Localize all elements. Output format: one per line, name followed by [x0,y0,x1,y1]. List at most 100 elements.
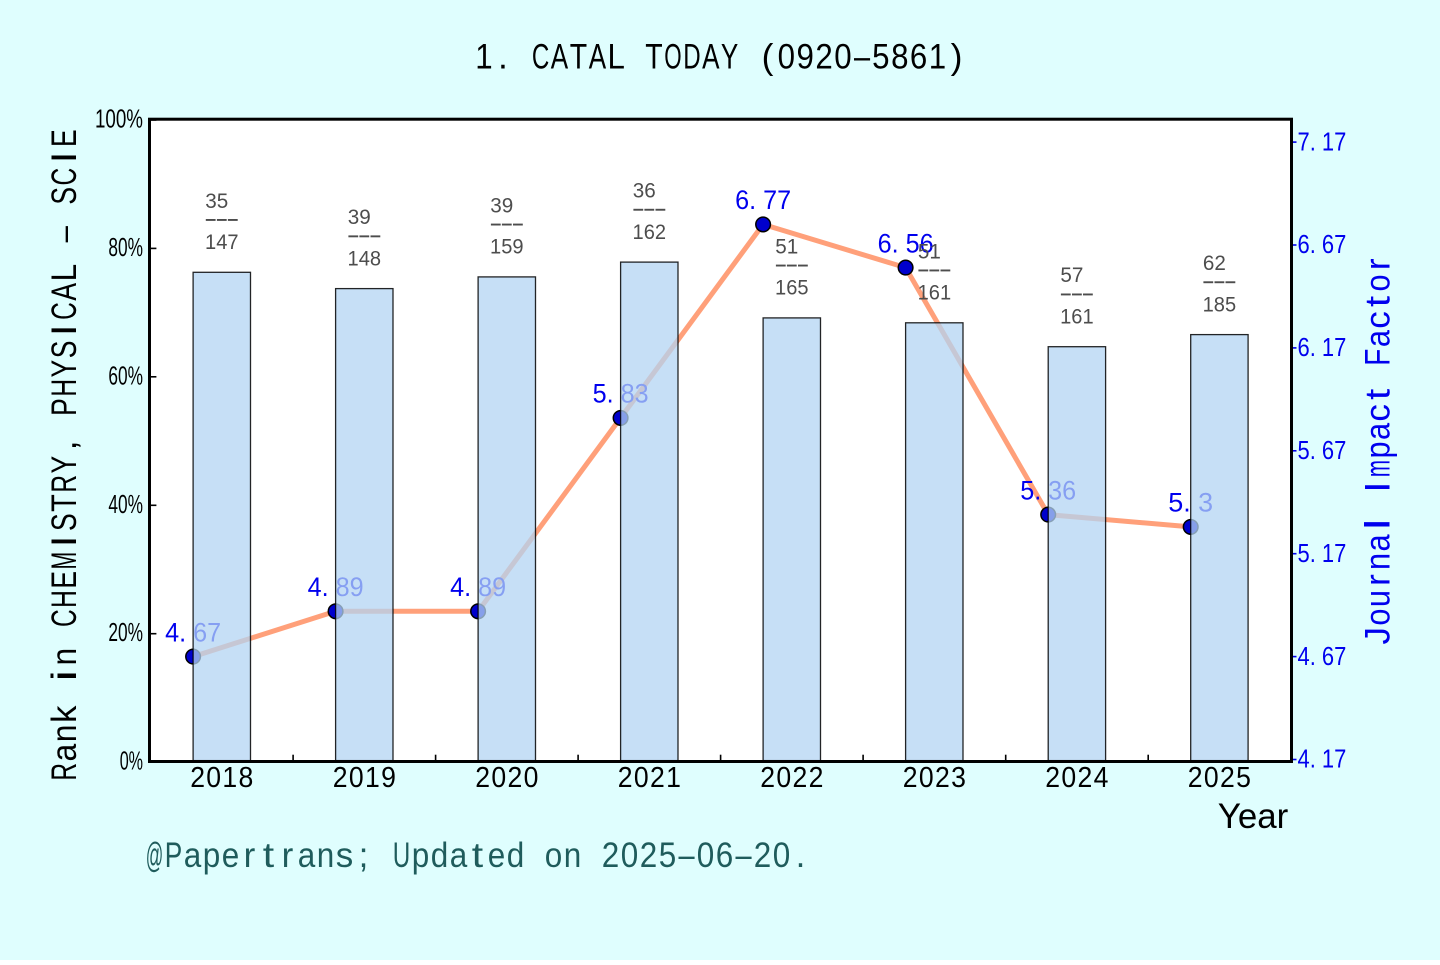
svg-text:t: t [1359,388,1398,399]
svg-text:0%: 0% [120,746,143,776]
svg-text:51: 51 [775,235,798,258]
svg-text:2: 2 [903,762,918,794]
svg-text:0: 0 [773,836,791,875]
svg-text:–: – [45,226,84,243]
svg-text:Y: Y [721,36,738,76]
svg-text:2: 2 [602,836,620,875]
svg-text:3: 3 [951,762,966,794]
svg-text:t: t [263,836,275,875]
svg-text:d: d [431,836,449,875]
svg-text:2: 2 [1045,762,1060,794]
svg-text:u: u [1359,590,1398,607]
svg-text:9: 9 [381,762,396,794]
svg-text:2: 2 [815,36,832,76]
svg-text:S: S [45,341,84,359]
svg-text:0: 0 [524,762,539,794]
svg-text:2: 2 [333,762,348,794]
svg-text:E: E [45,571,84,589]
svg-text:6: 6 [910,36,927,76]
svg-text:l: l [1359,519,1398,530]
svg-text:5. 17: 5. 17 [1298,538,1347,568]
svg-text:5. 67: 5. 67 [1298,435,1347,465]
svg-text:–: – [735,836,752,875]
svg-text:S: S [45,513,84,531]
svg-text:2: 2 [1188,762,1203,794]
svg-text:0: 0 [776,762,791,794]
svg-text:2: 2 [754,836,772,875]
svg-text:2: 2 [650,762,665,794]
svg-text:A: A [551,36,569,76]
svg-text:1: 1 [666,762,681,794]
svg-text:P: P [45,398,84,416]
svg-text:6. 17: 6. 17 [1298,332,1347,362]
svg-text:o: o [545,836,563,875]
svg-text:L: L [45,264,84,282]
svg-text:O: O [664,36,681,76]
svg-text:0: 0 [697,836,715,875]
svg-text:2: 2 [190,762,205,794]
svg-text:147: 147 [205,231,239,254]
svg-text:i: i [45,670,84,682]
svg-text:159: 159 [490,236,524,259]
svg-text:1: 1 [222,762,237,794]
svg-text:n: n [1359,553,1398,570]
svg-text:39: 39 [348,206,371,229]
svg-text:p: p [1359,441,1398,458]
svg-text:I: I [45,152,84,164]
svg-text:5: 5 [1236,762,1251,794]
svg-text:–: – [678,836,695,875]
svg-text:1: 1 [929,36,946,76]
svg-text:T: T [570,36,587,76]
svg-text:80%: 80% [108,232,143,262]
svg-text:2: 2 [640,836,658,875]
svg-text:o: o [1359,274,1398,291]
svg-text:4: 4 [1094,762,1109,794]
svg-text:0: 0 [349,762,364,794]
svg-text:a: a [45,743,84,761]
svg-text:@: @ [146,836,164,875]
svg-text:40%: 40% [108,489,143,519]
svg-text:0: 0 [491,762,506,794]
svg-text:M: M [45,552,84,570]
svg-text:a: a [1359,330,1398,348]
svg-text:0: 0 [1204,762,1219,794]
svg-text:I: I [1359,482,1398,493]
svg-text:6. 56: 6. 56 [878,228,934,258]
svg-text:36: 36 [633,180,656,203]
svg-text:0: 0 [206,762,221,794]
svg-text:8: 8 [239,762,254,794]
svg-text:a: a [298,836,316,875]
svg-text:a: a [1359,534,1398,552]
svg-text:0: 0 [1061,762,1076,794]
svg-text:20%: 20% [108,617,143,647]
svg-text:m: m [1359,460,1398,477]
svg-text:0: 0 [621,836,639,875]
svg-text:Y: Y [45,360,84,378]
svg-text:5: 5 [872,36,889,76]
svg-text:2: 2 [793,762,808,794]
svg-text:1: 1 [475,36,492,76]
svg-text:a: a [184,836,202,875]
svg-text:2: 2 [618,762,633,794]
svg-text:I: I [45,536,84,548]
svg-text:a: a [450,836,468,875]
svg-text:2: 2 [760,762,775,794]
svg-text:60%: 60% [108,360,143,390]
svg-text:C: C [532,36,549,76]
svg-text:P: P [165,836,183,875]
svg-text:35: 35 [205,190,228,213]
svg-text:E: E [45,129,84,147]
svg-text:185: 185 [1203,293,1237,316]
svg-text:A: A [45,282,84,300]
svg-text:A: A [589,36,607,76]
svg-text:161: 161 [918,282,952,305]
svg-text:n: n [45,648,84,666]
svg-text:9: 9 [797,36,814,76]
svg-text:162: 162 [633,221,667,244]
svg-text:7. 17: 7. 17 [1298,126,1347,156]
svg-text:51: 51 [918,240,941,263]
svg-text:A: A [702,36,720,76]
svg-text:Year: Year [1218,797,1289,836]
svg-text:4. 17: 4. 17 [1298,744,1347,774]
svg-text:T: T [645,36,662,76]
